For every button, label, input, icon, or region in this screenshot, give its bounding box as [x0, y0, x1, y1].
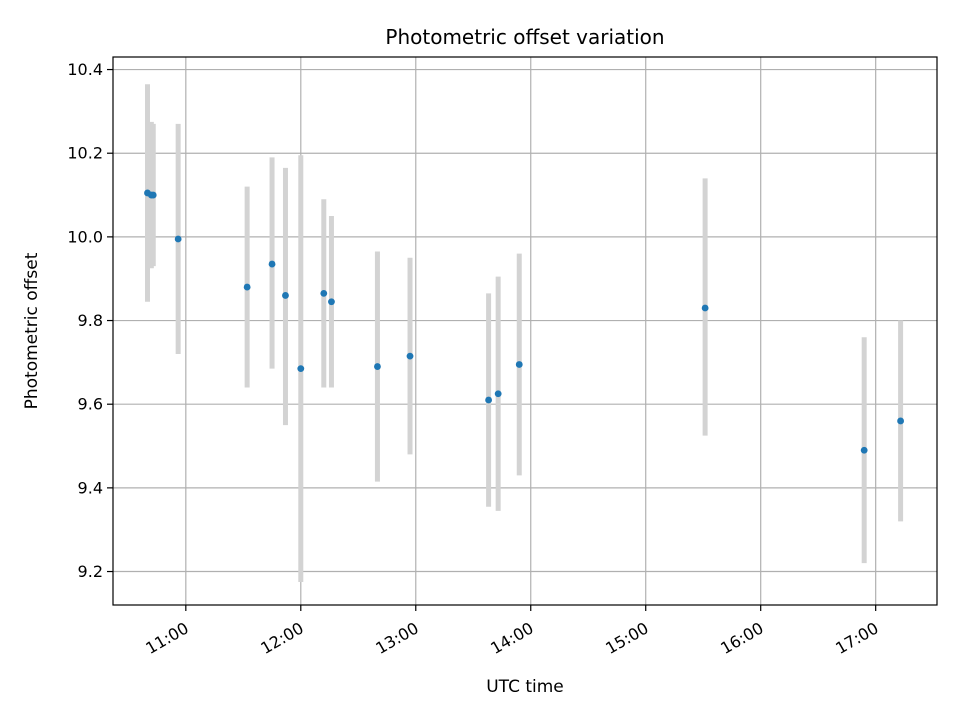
data-point [406, 352, 414, 360]
data-point [701, 304, 709, 312]
data-point [485, 396, 492, 404]
data-point [282, 292, 289, 299]
y-tick-label: 9.4 [78, 478, 103, 497]
data-point [149, 191, 157, 199]
plot-area-frame [112, 56, 938, 606]
data-point [268, 260, 276, 268]
data-point [374, 363, 381, 370]
data-point [174, 235, 182, 243]
y-tick-label: 10.4 [67, 60, 103, 79]
chart-title: Photometric offset variation [385, 25, 664, 49]
y-tick-label: 10.2 [67, 144, 103, 163]
data-points [144, 189, 904, 454]
y-tick-label: 10.0 [67, 227, 103, 246]
y-tick-label: 9.6 [78, 395, 103, 414]
data-point [897, 417, 904, 425]
x-axis-label: UTC time [486, 677, 564, 697]
y-axis-label: Photometric offset [22, 252, 42, 409]
data-point [243, 283, 251, 291]
data-point [328, 298, 335, 306]
data-point [494, 390, 502, 398]
y-tick-label: 9.2 [78, 562, 103, 581]
data-point [860, 446, 868, 454]
data-point [515, 361, 523, 368]
data-point [320, 289, 328, 297]
y-tick-label: 9.8 [78, 311, 103, 330]
data-point [297, 365, 305, 373]
grid [113, 57, 937, 605]
y-axis-ticks: 9.2 9.4 9.6 9.8 10.0 10.2 10.4 [67, 60, 113, 581]
